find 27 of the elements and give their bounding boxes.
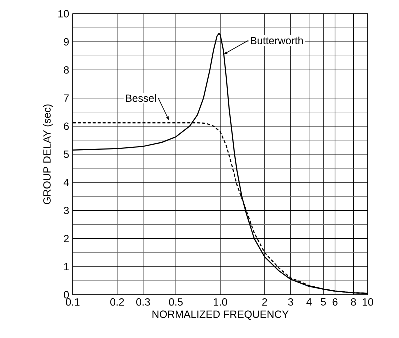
series-label: Bessel	[126, 94, 156, 102]
y-axis-title: GROUP DELAY (sec)	[43, 104, 53, 204]
y-tick-label: 3	[64, 207, 70, 214]
y-tick-label: 0	[64, 291, 70, 299]
x-tick-label: 8	[351, 298, 356, 306]
y-tick-label: 2	[64, 235, 69, 242]
x-tick-label: 0.3	[136, 298, 150, 306]
y-tick-label: 10	[58, 10, 70, 18]
x-tick-label: 0.5	[169, 298, 183, 306]
x-tick-label: 10	[362, 298, 374, 306]
legend-label: Butterworth	[251, 36, 304, 45]
y-tick-label: 5	[64, 150, 70, 158]
x-axis-title: NORMALIZED FREQUENCY	[152, 310, 289, 320]
y-tick-label: 9	[64, 38, 69, 46]
x-tick-label: 0.1	[66, 298, 80, 306]
x-tick-label: 0.2	[110, 298, 124, 306]
y-tick-label: 6	[64, 122, 70, 130]
x-tick-label: 2	[262, 298, 268, 306]
x-tick-label: 3	[288, 298, 294, 306]
y-tick-label: 8	[64, 66, 70, 74]
y-tick-label: 7	[64, 94, 69, 102]
x-tick-label: 1.0	[214, 298, 228, 306]
x-tick-label: 5	[321, 298, 326, 306]
y-tick-label: 4	[64, 179, 70, 186]
x-tick-label: 6	[332, 298, 338, 306]
y-tick-label: 1	[64, 263, 69, 270]
x-tick-label: 4	[306, 298, 312, 306]
